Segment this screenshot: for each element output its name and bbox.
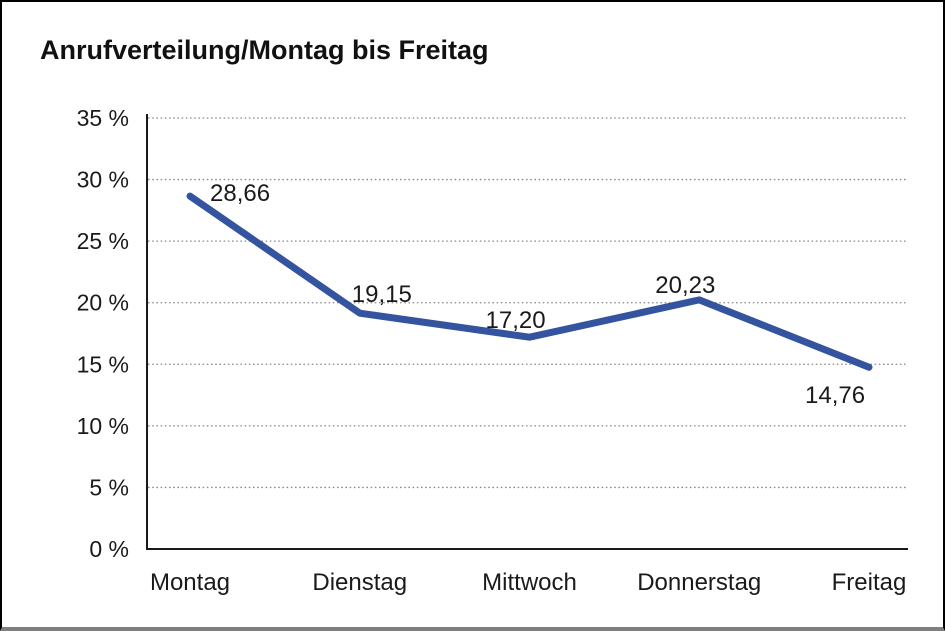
x-axis-label: Freitag xyxy=(832,569,907,596)
data-point-label: 28,66 xyxy=(210,180,270,207)
y-tick-label: 25 % xyxy=(77,228,129,254)
x-axis-label: Montag xyxy=(150,569,230,596)
y-tick-label: 10 % xyxy=(77,413,129,439)
y-tick-label: 30 % xyxy=(77,167,129,193)
chart-title: Anrufverteilung/Montag bis Freitag xyxy=(40,35,489,65)
data-point-label: 20,23 xyxy=(655,272,715,299)
y-tick-label: 15 % xyxy=(77,351,129,377)
data-point-label: 17,20 xyxy=(486,307,546,334)
data-line xyxy=(186,192,873,371)
x-axis-label: Dienstag xyxy=(312,569,407,596)
data-point-label: 19,15 xyxy=(352,281,412,308)
y-tick-label: 0 % xyxy=(89,536,129,562)
y-tick-label: 5 % xyxy=(89,474,129,500)
y-tick-label: 35 % xyxy=(77,105,129,131)
y-tick-label: 20 % xyxy=(77,290,129,316)
data-point-label: 14,76 xyxy=(805,382,865,409)
x-axis-label: Mittwoch xyxy=(482,569,577,596)
x-axis-label: Donnerstag xyxy=(637,569,761,596)
